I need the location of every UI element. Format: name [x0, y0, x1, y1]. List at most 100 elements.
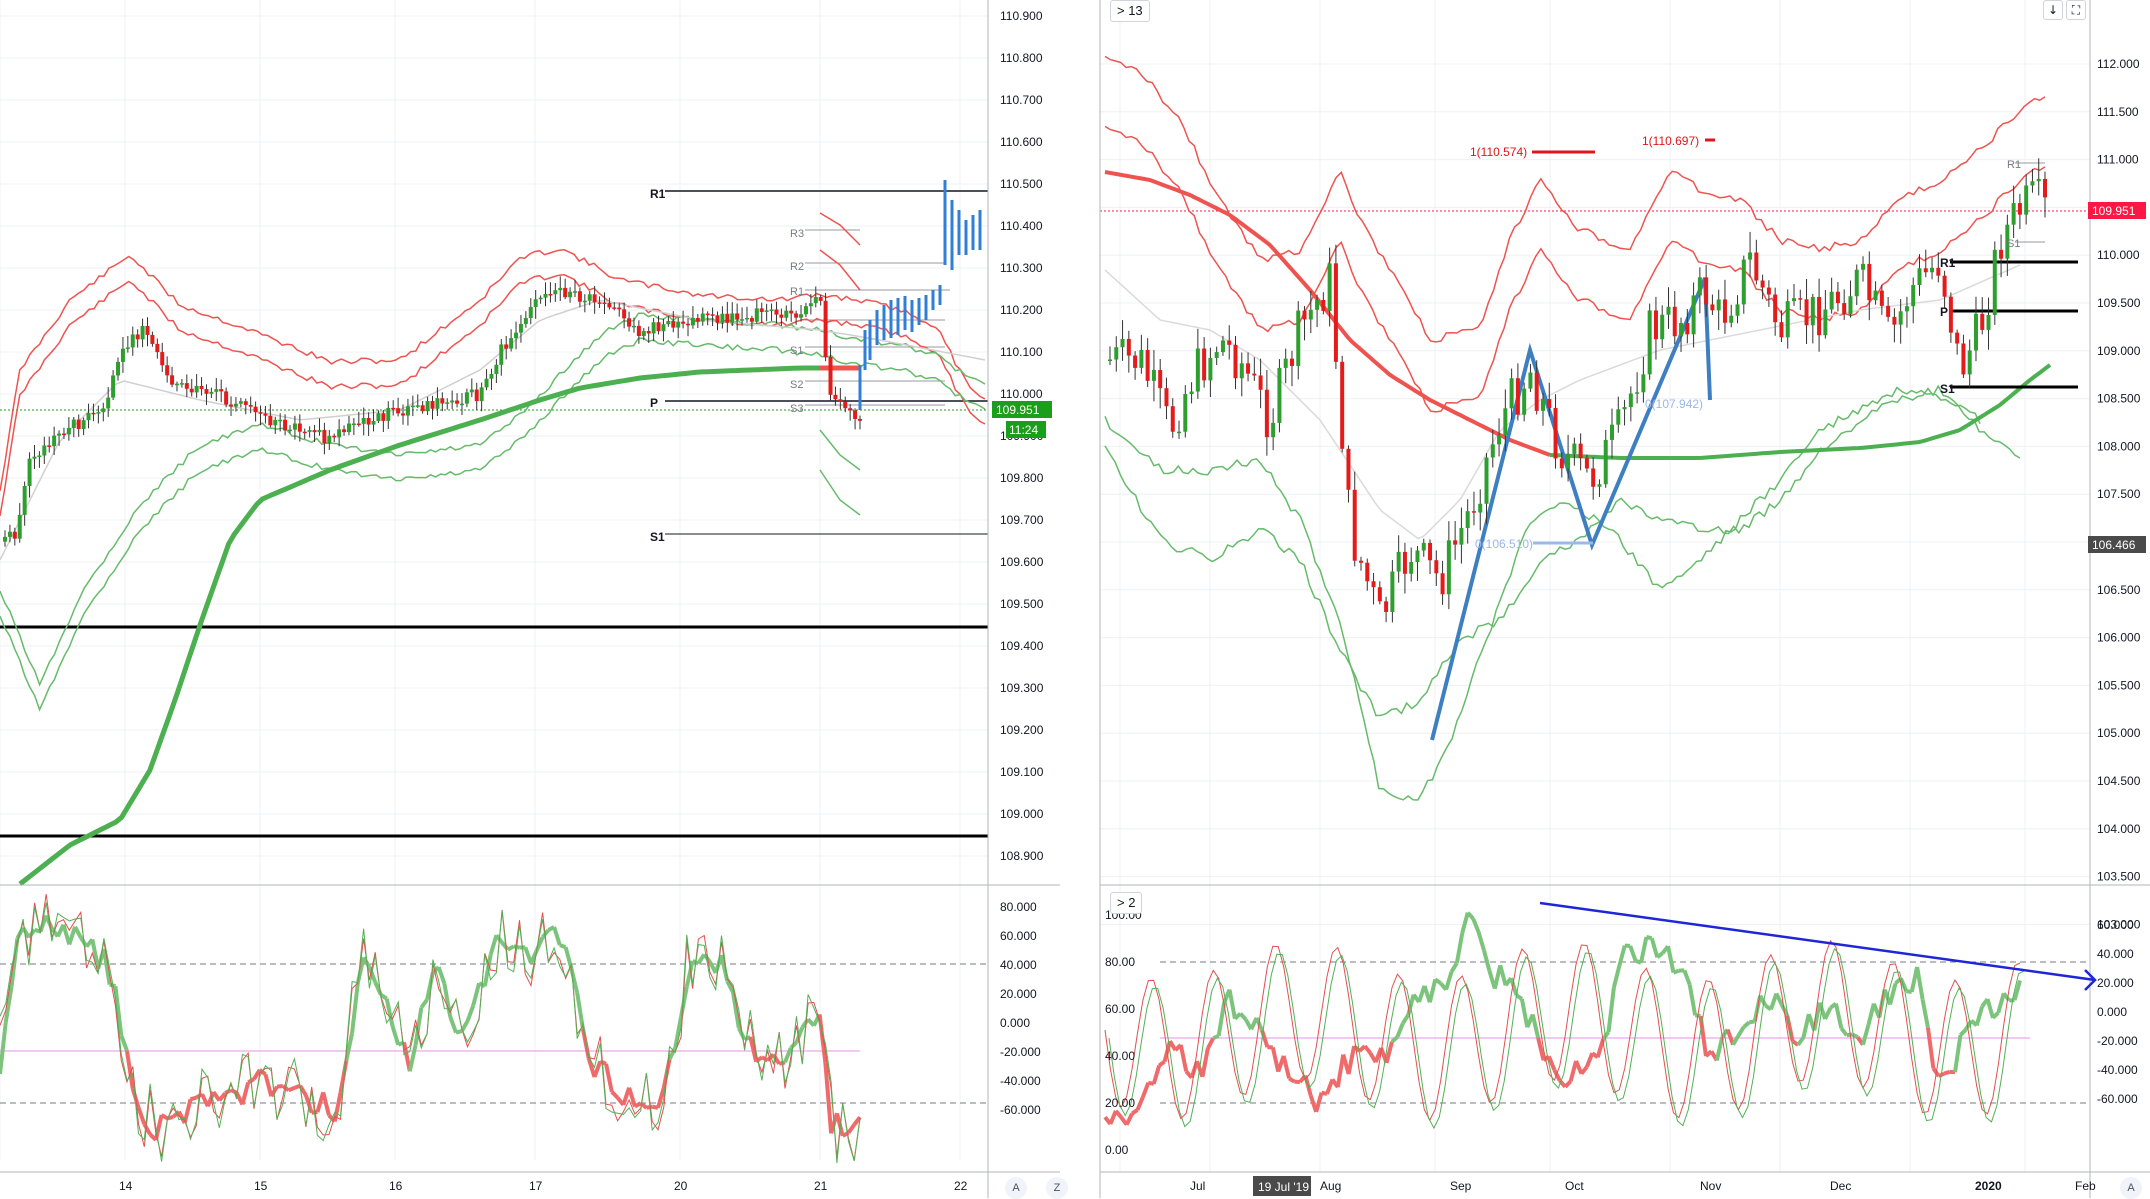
left-osc-main-line	[456, 1031, 462, 1032]
left-intraday-r3-label: R3	[790, 228, 804, 240]
right-time-cursor: 19 Jul '19	[1258, 1180, 1309, 1194]
left-pivot-s1-label: S1	[650, 530, 665, 544]
right-price-axis-label: 103.500	[2097, 870, 2141, 884]
left-candle-body	[372, 421, 376, 425]
left-candle-body	[185, 383, 189, 389]
right-candle-body	[1453, 540, 1457, 544]
left-osc-axis-label: 20.000	[1000, 987, 1037, 1001]
left-price-axis-label: 109.600	[1000, 555, 1044, 569]
right-price-pane[interactable]: 112.000111.500111.000110.500110.000109.5…	[1060, 0, 2150, 1198]
left-oscillator-axis[interactable]: 80.00060.00040.00020.0000.000-20.000-40.…	[1000, 900, 1041, 1117]
right-zigzag-label-2: 0(106.510)	[1475, 537, 1533, 551]
right-candle-body	[1692, 295, 1696, 334]
left-osc-axis-label: -60.000	[1000, 1103, 1041, 1117]
right-candle-body	[1648, 310, 1652, 374]
left-osc-axis-label: 60.000	[1000, 929, 1037, 943]
right-osc-main-line	[1565, 1081, 1570, 1086]
right-candle-body	[1836, 292, 1840, 303]
right-osc-main-line	[1213, 1036, 1218, 1038]
right-grid	[1100, 0, 2090, 1172]
left-candle-body	[239, 401, 243, 403]
right-candle-body	[1786, 301, 1790, 337]
right-osc-main-line	[1338, 1055, 1343, 1088]
left-candle-body	[622, 309, 626, 318]
left-candle-body	[858, 419, 862, 421]
right-candle-body	[1183, 394, 1187, 432]
left-candle-body	[77, 420, 81, 429]
left-candle-body	[573, 291, 577, 293]
left-candle-body	[539, 298, 543, 300]
left-price-axis-label: 109.800	[1000, 471, 1044, 485]
right-osc-main-line	[1641, 937, 1646, 963]
left-candle-body	[485, 379, 489, 388]
left-candle-body	[740, 319, 744, 321]
left-candle-body	[602, 302, 606, 304]
right-osc-main-line	[1923, 999, 1928, 1028]
left-candle-body	[774, 309, 778, 314]
right-oscillator-legend-button[interactable]: > 2	[1110, 892, 1142, 914]
right-osc-main-line	[1955, 1035, 1960, 1072]
right-osc-main-line	[1127, 1114, 1132, 1125]
right-osc-main-line	[1143, 1083, 1148, 1097]
left-osc-main-line	[473, 983, 479, 1005]
right-osc-main-line	[1646, 937, 1651, 938]
left-price-axis-label: 110.200	[1000, 303, 1043, 317]
left-candle-body	[190, 389, 194, 393]
left-candle-body	[421, 405, 425, 411]
left-osc-main-line	[139, 1108, 145, 1125]
left-candle-body	[652, 322, 656, 333]
right-osc-main-line	[1776, 994, 1781, 1005]
left-candle-body	[529, 307, 533, 318]
right-candle-body	[1328, 263, 1332, 311]
left-candle-body	[150, 335, 154, 344]
left-price-axis[interactable]: 110.900110.800110.700110.600110.500110.4…	[0, 0, 1060, 1198]
right-time-axis-label: 2020	[1975, 1179, 2002, 1193]
left-osc-main-line	[508, 946, 514, 949]
right-osc-main-line	[1457, 933, 1462, 963]
right-candle-body	[1114, 347, 1118, 359]
left-candle-body	[224, 391, 228, 404]
right-osc-main-line	[1652, 938, 1657, 957]
right-candle-body	[1679, 323, 1683, 336]
left-candle-body	[18, 515, 22, 539]
left-candle-body	[82, 420, 86, 429]
right-legend-toggle-button[interactable]: > 13	[1110, 0, 1150, 22]
right-osc-main-line	[1500, 965, 1505, 985]
left-price-axis-label: 109.400	[1000, 639, 1044, 653]
right-osc-main-line	[1516, 995, 1521, 999]
left-intraday-r2-label: R2	[790, 261, 804, 273]
right-osc-main-line	[1598, 1039, 1603, 1057]
left-candle-body	[259, 412, 263, 414]
left-price-pane[interactable]: 110.900110.800110.700110.600110.500110.4…	[0, 0, 1060, 1198]
left-autoscale-button[interactable]: A	[1005, 1177, 1027, 1199]
maximize-pane-icon[interactable]: ⛶	[2066, 0, 2086, 20]
left-candle-body	[681, 322, 685, 324]
right-candle-body	[1761, 281, 1765, 288]
right-osc-main-line	[1749, 1021, 1754, 1022]
right-autoscale-button[interactable]: A	[2120, 1177, 2142, 1199]
right-osc-right-axis-label: -60.000	[2097, 1092, 2138, 1106]
scroll-to-latest-icon[interactable]: ↓	[2043, 0, 2063, 20]
right-osc-main-line	[1993, 1013, 1998, 1018]
left-candle-body	[691, 318, 695, 325]
left-candle-body	[445, 402, 449, 404]
left-candle-body	[431, 401, 435, 409]
right-osc-main-line	[1365, 1046, 1370, 1053]
right-candle-body	[1466, 511, 1470, 528]
right-zoom-reset-button[interactable]: Z	[1046, 1177, 1068, 1199]
right-candle-body	[1924, 268, 1928, 272]
left-candle-body	[57, 434, 61, 436]
left-candle-body	[450, 401, 454, 403]
right-osc-main-line	[1284, 1056, 1289, 1078]
right-fib-label-2: 1(110.697)	[1642, 134, 1699, 148]
right-price-axis-label: 105.500	[2097, 678, 2141, 692]
right-candle-body	[1874, 291, 1878, 301]
left-candle-body	[617, 308, 621, 310]
right-candle-body	[1415, 550, 1419, 562]
left-time-axis-label: 21	[814, 1179, 828, 1193]
right-oscillator-axis[interactable]: 100.0080.0060.0040.0020.000.0060.00040.0…	[1105, 908, 2138, 1157]
right-candle-body	[1723, 299, 1727, 322]
right-chart[interactable]: 112.000111.500111.000110.500110.000109.5…	[1060, 0, 2150, 1198]
